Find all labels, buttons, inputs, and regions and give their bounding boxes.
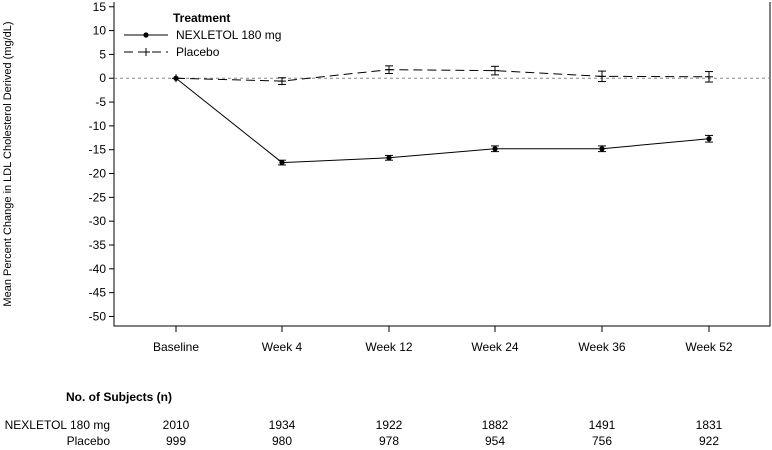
legend-marker — [143, 32, 149, 38]
y-tick-label: 10 — [93, 24, 107, 38]
subjects-count: 978 — [378, 434, 400, 448]
x-tick-label: Week 24 — [471, 340, 518, 354]
subjects-count: 2010 — [162, 418, 190, 432]
subjects-count: 1491 — [588, 418, 616, 432]
data-point — [706, 136, 712, 142]
y-tick-label: -50 — [89, 309, 107, 323]
legend-title: Treatment — [173, 11, 230, 25]
subjects-count: 922 — [698, 434, 720, 448]
subjects-count: 954 — [484, 434, 506, 448]
subjects-count: 999 — [165, 434, 187, 448]
y-tick-label: 15 — [93, 0, 107, 14]
y-tick-label: -5 — [95, 95, 106, 109]
data-point — [599, 146, 605, 152]
plot-frame — [113, 2, 771, 327]
data-point — [279, 159, 285, 166]
subjects-count: 1882 — [481, 418, 509, 432]
series-line-1 — [175, 69, 710, 82]
y-tick-label: -40 — [89, 262, 107, 276]
y-tick-label: -35 — [89, 238, 107, 252]
subjects-row-label: NEXLETOL 180 mg — [4, 418, 110, 432]
x-tick-label: Baseline — [153, 340, 199, 354]
x-tick-label: Week 12 — [365, 340, 412, 354]
y-tick-label: 0 — [99, 71, 106, 85]
x-tick-label: Week 4 — [262, 340, 303, 354]
y-tick-label: -30 — [89, 214, 107, 228]
x-tick-label: Week 52 — [685, 340, 732, 354]
y-tick-label: -10 — [89, 119, 107, 133]
legend-label: Placebo — [176, 45, 220, 59]
x-tick-label: Week 36 — [578, 340, 625, 354]
y-axis-label: Mean Percent Change in LDL Cholesterol D… — [2, 21, 14, 306]
subjects-count: 1831 — [695, 418, 723, 432]
y-tick-label: 5 — [99, 47, 106, 61]
data-point — [492, 146, 498, 152]
subjects-count: 756 — [591, 434, 613, 448]
subjects-count: 980 — [271, 434, 293, 448]
subjects-row-label: Placebo — [66, 434, 110, 448]
data-point — [386, 155, 392, 161]
subjects-count: 1922 — [375, 418, 403, 432]
y-tick-label: -20 — [89, 167, 107, 181]
series-line-0 — [175, 77, 710, 164]
subjects-table-title: No. of Subjects (n) — [66, 390, 172, 404]
legend-label: NEXLETOL 180 mg — [176, 28, 281, 42]
y-tick-label: -25 — [89, 190, 107, 204]
line-chart: 15 10 5 0 -5 -10 -15 -20 -25 -30 -35 -40 -45 -50 Basel… — [2, 0, 771, 354]
y-tick-label: -15 — [89, 143, 107, 157]
y-tick-label: -45 — [89, 286, 107, 300]
subjects-count: 1934 — [268, 418, 296, 432]
